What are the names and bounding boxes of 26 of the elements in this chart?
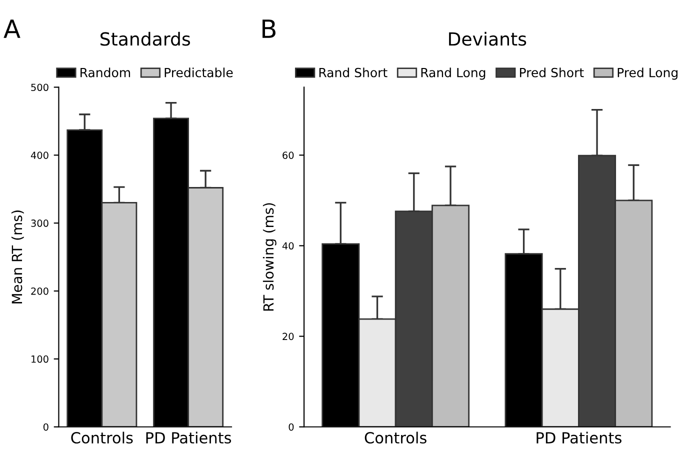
legend-label: Rand Short — [319, 68, 388, 78]
y-tick-label: 40 — [282, 242, 294, 250]
y-tick-label: 500 — [31, 84, 48, 92]
legend-label: Rand Long — [421, 68, 486, 80]
x-tick-label: Controls — [71, 432, 133, 444]
y-tick-label: 200 — [31, 287, 48, 295]
y-tick-label: 60 — [282, 152, 294, 159]
y-tick-label: 20 — [282, 332, 294, 340]
text: B — [262, 20, 276, 38]
x-tick-label: PD Patients — [146, 432, 232, 444]
y-tick-label: 100 — [32, 355, 48, 363]
y-tick-label: 400 — [30, 152, 48, 159]
y-tick-label: 0 — [43, 423, 48, 431]
legend-label: Pred Long — [618, 68, 678, 80]
chart-title: Standards — [100, 32, 190, 46]
legend-label: Predictable — [164, 68, 233, 78]
x-tick-label: PD Patients — [536, 432, 622, 444]
text: A — [4, 20, 20, 38]
legend-label: Random — [80, 68, 130, 78]
chart-title: Deviants — [449, 32, 526, 46]
x-tick-label: Controls — [364, 432, 426, 444]
y-axis-title: Mean RT (ms) — [11, 210, 24, 304]
y-tick-label: 300 — [31, 220, 48, 227]
y-axis-title: RT slowing (ms) — [262, 203, 276, 311]
legend-label: Pred Short — [520, 68, 584, 78]
y-tick-label: 0 — [288, 423, 294, 431]
